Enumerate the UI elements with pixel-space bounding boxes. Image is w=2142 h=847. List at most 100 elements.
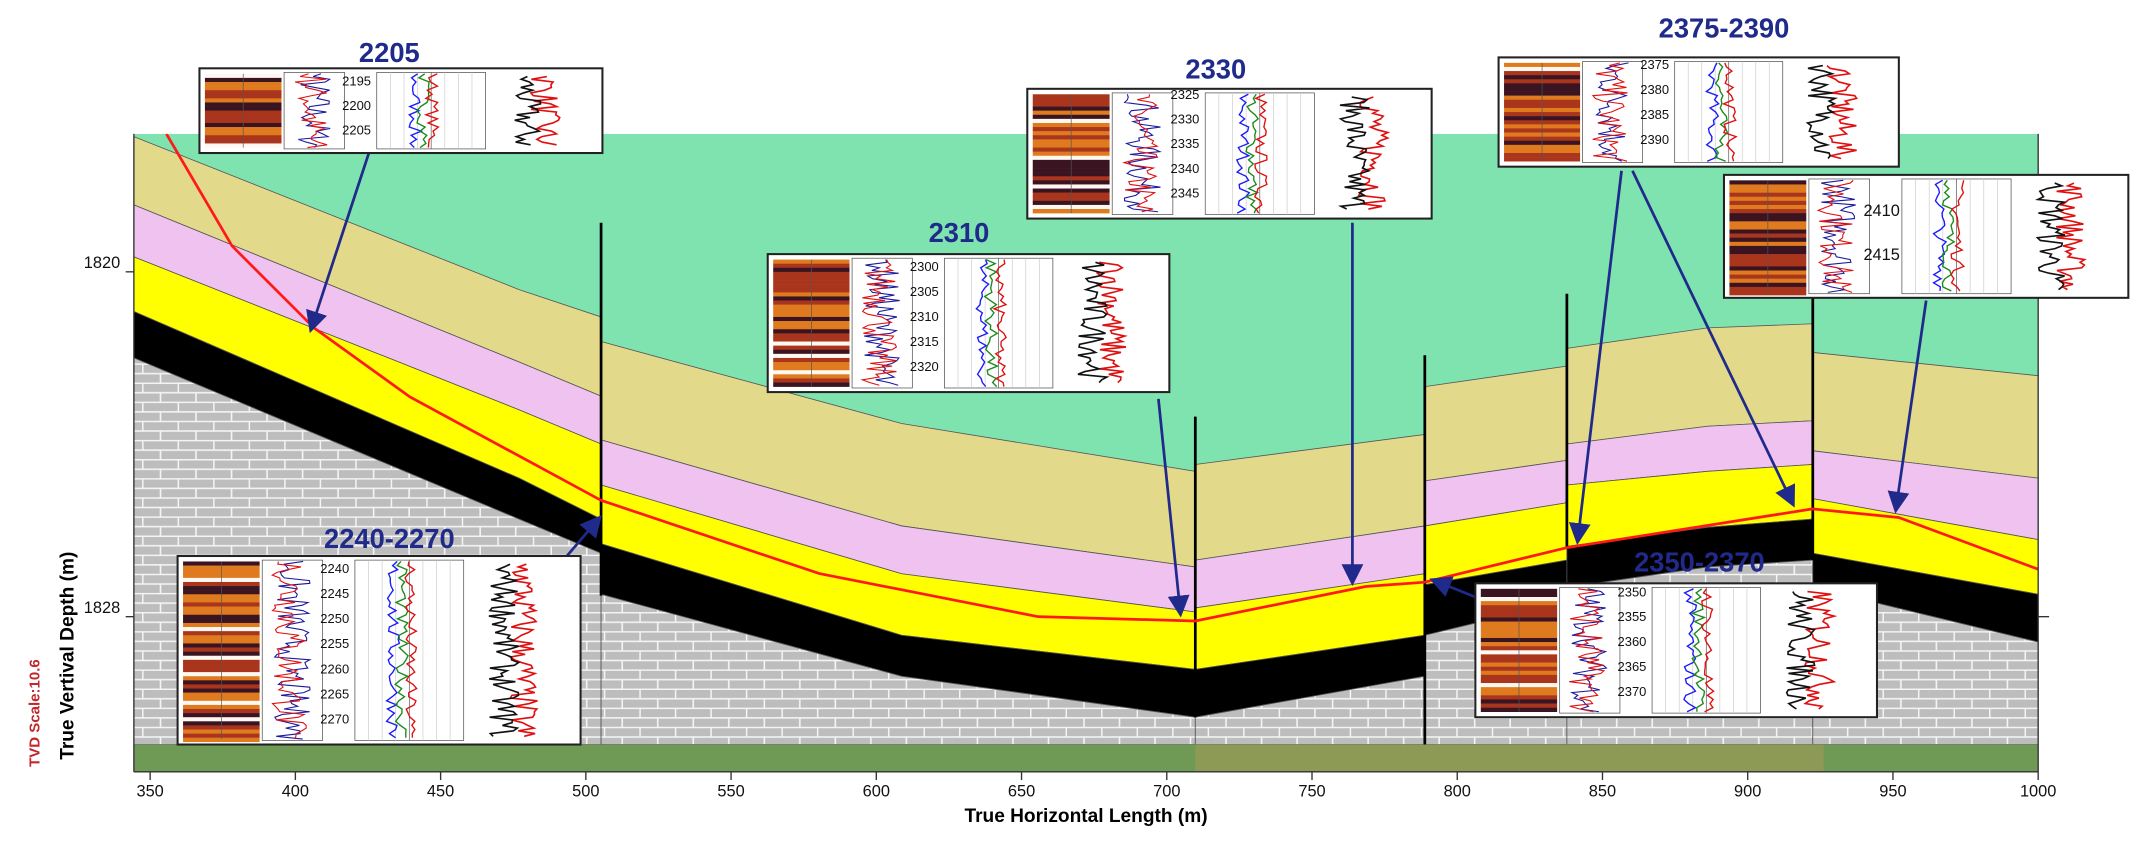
log-track (283, 72, 345, 150)
wave-black (513, 75, 542, 146)
track-curve (408, 73, 424, 149)
track-curve (1713, 62, 1729, 162)
log-panel: 2300 2305 2310 2315 2320 (766, 253, 1171, 394)
log-panel: 2195 2200 2205 (198, 67, 604, 155)
track-curve (1932, 179, 1948, 292)
track-curve (992, 259, 1008, 387)
track-curve (404, 561, 418, 738)
y-tick-label: 1820 (84, 254, 120, 272)
panel-depth: 2410 (1863, 202, 1899, 220)
track-curve (1950, 180, 1966, 292)
panel-depth: 2360 (1618, 634, 1647, 649)
panel-depth: 2305 (910, 284, 939, 299)
log-curve (270, 561, 307, 740)
x-tick-label: 350 (136, 783, 163, 801)
panel-depth: 2370 (1618, 684, 1647, 699)
panel-depth: 2265 (320, 686, 349, 701)
panel-title: 2240-2270 (324, 523, 455, 554)
x-tick-label: 950 (1879, 783, 1906, 801)
log-panel: 2240 2245 2250 2255 2260 2265 2270 (176, 554, 582, 746)
panel-depth: 2380 (1640, 82, 1669, 97)
track-curve (385, 560, 401, 739)
panel-depth: 2250 (320, 611, 349, 626)
log-track (1111, 92, 1174, 215)
panel-depth: 2330 (1171, 112, 1200, 127)
track-curve (1721, 62, 1738, 162)
wave-red (1803, 590, 1838, 710)
panel-depth: 2240 (320, 561, 349, 576)
track-curve (416, 73, 430, 149)
panel-depth: 2205 (342, 123, 371, 138)
log-panel: 2325 2330 2335 2340 2345 (1026, 87, 1433, 220)
panel-depth: 2270 (320, 711, 349, 726)
coal-layer (1812, 552, 2039, 643)
wave-black (1077, 261, 1110, 384)
panel-title: 2205 (359, 37, 420, 68)
x-tick-label: 750 (1298, 783, 1325, 801)
x-tick-label: 450 (427, 783, 454, 801)
wave-black (1785, 591, 1816, 710)
x-tick-label: 600 (863, 783, 890, 801)
well-path (165, 133, 2039, 623)
panel-depth: 2320 (910, 359, 939, 374)
panel-depth: 2200 (342, 98, 371, 113)
pointer-arrow (1157, 398, 1190, 618)
track-curve (975, 259, 990, 388)
log-track (851, 257, 913, 389)
wave-red (529, 75, 561, 146)
panel-depth: 2350 (1618, 584, 1647, 599)
x-tick-label: 650 (1008, 783, 1035, 801)
track-curve (1690, 588, 1707, 712)
x-tick-label: 850 (1589, 783, 1616, 801)
log-curve (298, 73, 332, 148)
x-tick-label: 800 (1444, 783, 1471, 801)
track-curve (1235, 93, 1251, 214)
panel-depth: 2345 (1171, 185, 1200, 200)
panel-depth: 2245 (320, 586, 349, 601)
pointer-arrow (1887, 300, 1928, 514)
panel-depth: 2340 (1171, 161, 1200, 176)
panel-depth: 2355 (1618, 609, 1647, 624)
panel-depth: 2300 (910, 259, 939, 274)
wave-red (508, 563, 539, 738)
log-track (1582, 61, 1644, 163)
log-track (1559, 587, 1621, 714)
pointer-arrow (1429, 576, 1476, 599)
wave-red (1357, 96, 1391, 210)
log-track (261, 559, 324, 741)
track-curve (1253, 93, 1268, 214)
panel-depth: 2315 (910, 334, 939, 349)
panel-title: 2375-2390 (1659, 12, 1790, 43)
log-curve (1816, 179, 1854, 293)
track-curve (1700, 588, 1715, 713)
track-curve (1683, 588, 1698, 713)
panel-depth: 2415 (1863, 246, 1899, 264)
panel-depth: 2335 (1171, 136, 1200, 151)
base-strip-mid (1195, 744, 1824, 772)
track-curve (1244, 93, 1260, 214)
y-axis-title: True Vertival Depth (m) (57, 552, 78, 760)
panel-depth: 2385 (1640, 107, 1669, 122)
log-panels: 2195 2200 2205 2205 2325 2330 2335 2340 2345 2330… (176, 12, 2130, 746)
scale-note: TVD Scale:10.6 (26, 659, 43, 767)
x-tick-label: 500 (572, 783, 599, 801)
pointer-arrow (565, 514, 602, 557)
pointer-arrow (1631, 170, 1796, 508)
wave-black (1805, 64, 1839, 159)
log-curve (294, 73, 328, 149)
wave-red (2055, 182, 2087, 291)
track-curve (423, 73, 440, 148)
log-panel: 2410 2415 (1722, 173, 2130, 299)
wave-black (1338, 96, 1372, 210)
track-curve (983, 258, 1000, 388)
panel-title: 2350-2370 (1634, 546, 1765, 577)
wave-red (1095, 261, 1128, 384)
panel-depth: 2255 (320, 636, 349, 651)
log-curve (1591, 62, 1628, 162)
panel-depth: 2310 (910, 309, 939, 324)
panel-title: 2310 (929, 217, 990, 248)
track-curve (1941, 179, 1956, 292)
log-panel: 2350 2355 2360 2365 2370 (1474, 582, 1879, 719)
